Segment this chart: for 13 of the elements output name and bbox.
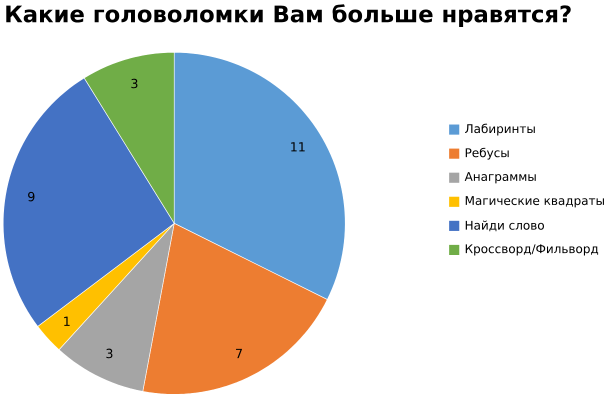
legend-label: Найди слово [466,220,544,232]
legend-label: Ребусы [466,148,509,160]
data-label: 3 [106,348,112,358]
data-label: 7 [236,349,242,358]
data-label: 11 [291,142,305,152]
data-label: 3 [131,78,138,88]
data-label: 9 [28,192,34,202]
legend-label: Кроссворд/Фильворд [466,244,598,256]
legend-label: Лабиринты [465,124,535,136]
legend-label: Анаграммы [464,172,536,184]
legend-label: Магические квадраты [466,196,604,208]
data-label: 1 [64,316,70,326]
chart-title: Какие головоломки Вам больше нравятся? [6,4,571,28]
